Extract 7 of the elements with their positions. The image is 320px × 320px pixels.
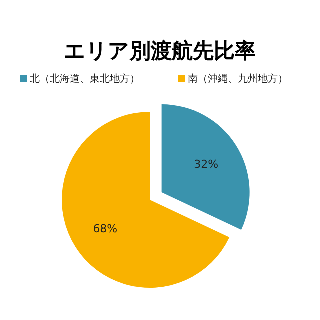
- chart-title: エリア別渡航先比率: [64, 39, 256, 63]
- legend-item: 北（北海道、東北地方）: [20, 74, 140, 85]
- data-label: 68%: [93, 222, 118, 236]
- legend-item: 南（沖縄、九州地方）: [178, 74, 288, 85]
- legend-label: 南（沖縄、九州地方）: [188, 73, 288, 85]
- data-label: 32%: [194, 158, 219, 172]
- legend-label: 北（北海道、東北地方）: [30, 73, 140, 85]
